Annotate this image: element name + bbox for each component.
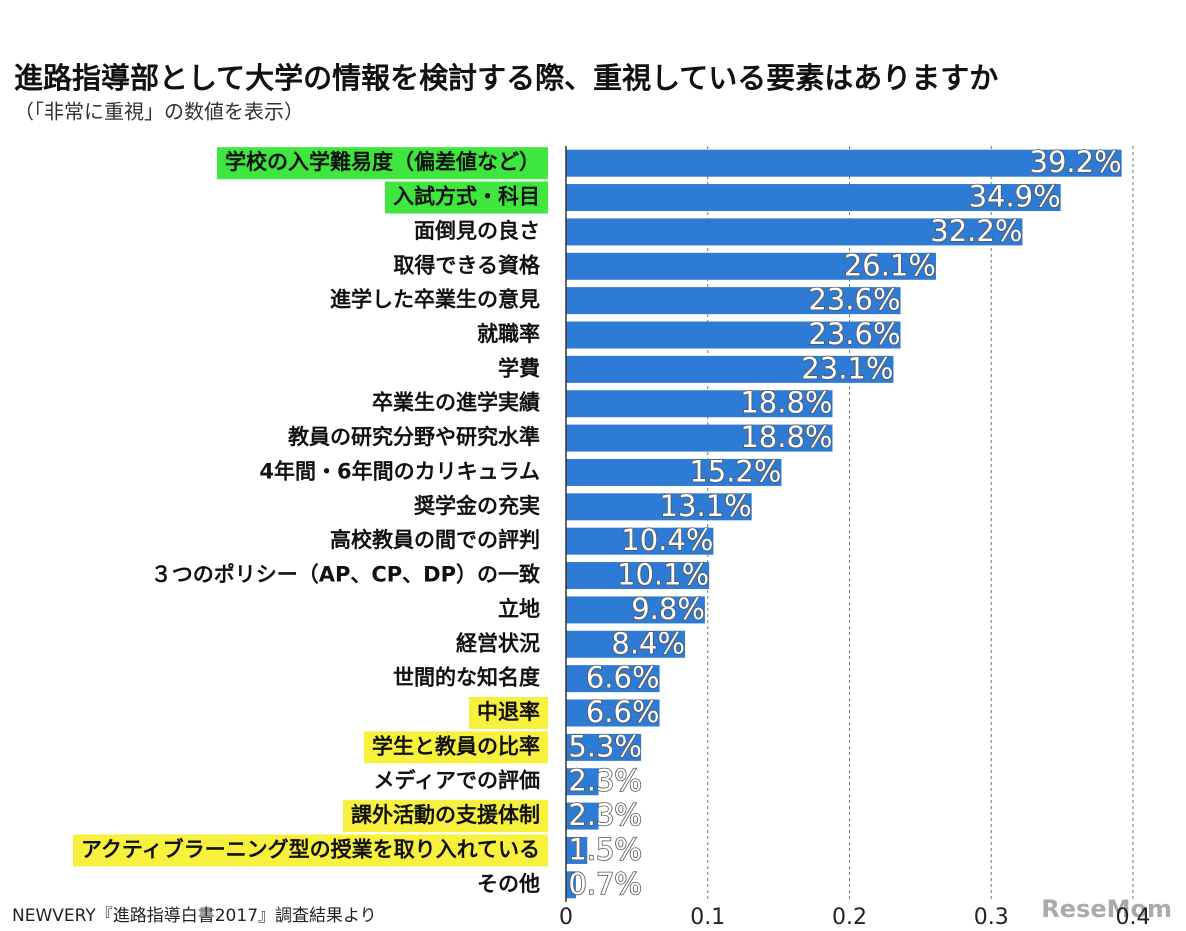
value-label: 6.6%: [586, 695, 660, 729]
value-label: 8.4%: [611, 626, 685, 660]
value-label: 6.6%: [586, 661, 660, 695]
category-label: 4年間・6年間のカリキュラム: [259, 459, 540, 483]
x-tick-label: 0.4: [1116, 905, 1151, 930]
category-label: 学費: [498, 356, 540, 380]
value-label: 18.8%: [740, 420, 832, 454]
bar: [566, 287, 901, 315]
category-label: 卒業生の進学実績: [372, 391, 540, 415]
bar: [566, 149, 1122, 177]
category-label: その他: [477, 872, 540, 896]
value-label: 2.3%: [568, 798, 642, 832]
chart-title: 進路指導部として大学の情報を検討する際、重視している要素はありますか: [14, 61, 998, 95]
value-label: 2.3%: [568, 764, 642, 798]
value-label: 23.6%: [808, 283, 900, 317]
category-label: 奨学金の充実: [414, 494, 540, 518]
x-tick-label: 0: [559, 905, 573, 930]
category-label: 経営状況: [456, 631, 540, 655]
category-highlight: [217, 147, 548, 180]
value-label: 0.7%: [568, 867, 642, 901]
bar: [566, 184, 1061, 212]
category-label: メディアでの評価: [373, 769, 540, 793]
bar: [566, 321, 901, 349]
category-label: 取得できる資格: [393, 253, 541, 277]
bar: [566, 355, 894, 383]
bar: [566, 768, 599, 796]
category-label: アクティブラーニング型の授業を取り入れている: [81, 837, 540, 861]
value-label: 18.8%: [740, 386, 832, 420]
highlight-layer: [72, 147, 548, 867]
category-label: 教員の研究分野や研究水準: [288, 425, 540, 449]
value-label: 23.1%: [801, 351, 893, 385]
x-tick-label: 0.3: [974, 905, 1009, 930]
category-highlight: [364, 731, 548, 764]
category-label: 進学した卒業生の意見: [330, 288, 540, 312]
value-label: 13.1%: [660, 489, 752, 523]
value-label: 15.2%: [689, 454, 781, 488]
bar: [566, 665, 660, 693]
bar: [566, 218, 1023, 246]
category-label: 世間的な知名度: [393, 666, 540, 690]
value-label: 32.2%: [930, 214, 1022, 248]
category-label: ３つのポリシー（AP、CP、DP）の一致: [151, 563, 541, 587]
bar: [566, 836, 588, 864]
value-label: 10.1%: [617, 558, 709, 592]
source: NEWVERY『進路指導白書2017』調査結果より: [12, 906, 377, 926]
bar: [566, 596, 705, 624]
bar: [566, 390, 833, 418]
category-label: 立地: [498, 597, 540, 621]
category-label: 課外活動の支援体制: [351, 803, 540, 827]
bar: [566, 802, 599, 830]
category-highlight: [72, 834, 548, 867]
bar: [566, 252, 936, 280]
value-label: 26.1%: [844, 248, 936, 282]
category-label: 学生と教員の比率: [372, 734, 540, 758]
bar: [566, 527, 714, 555]
watermark: ReseMom: [1041, 895, 1172, 923]
x-tick-label: 0.1: [690, 905, 725, 930]
category-highlight: [469, 697, 548, 729]
bar: [566, 630, 686, 658]
value-label: 23.6%: [808, 317, 900, 351]
bar: [566, 562, 710, 590]
bar: [566, 458, 782, 486]
category-label: 中退率: [477, 700, 540, 724]
bar: [566, 699, 660, 727]
bar: [566, 733, 642, 761]
bar: [566, 493, 752, 521]
bar: [566, 871, 576, 899]
category-label: 面倒見の良さ: [414, 219, 540, 243]
bar: [566, 424, 833, 452]
category-label: 就職率: [477, 322, 540, 346]
category-label: 学校の入学難易度（偏差値など）: [225, 150, 540, 174]
value-label: 9.8%: [631, 592, 705, 626]
value-label: 34.9%: [969, 180, 1061, 214]
x-tick-label: 0.2: [832, 905, 867, 930]
category-highlight: [385, 181, 548, 214]
value-label: 10.4%: [621, 523, 713, 557]
category-label: 入試方式・科目: [393, 185, 540, 209]
value-label: 5.3%: [568, 729, 642, 763]
value-label: 39.2%: [1030, 145, 1122, 179]
category-label: 高校教員の間での評判: [330, 528, 540, 552]
value-label: 1.5%: [568, 832, 642, 866]
chart-subtitle: （「非常に重視」の数値を表示）: [14, 100, 304, 124]
category-highlight: [343, 800, 548, 833]
